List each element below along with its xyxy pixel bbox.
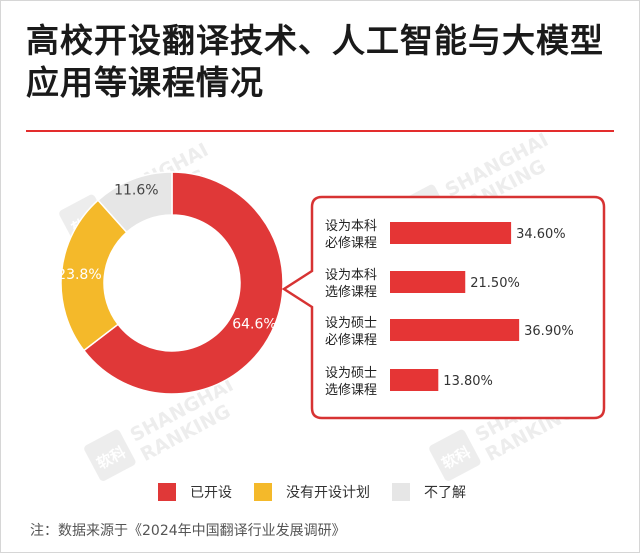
donut-label-no-plan: 23.8% [57, 267, 101, 283]
bar-2 [390, 271, 466, 293]
watermark-logo-box [429, 429, 481, 481]
legend: 已开设 没有开设计划 不了解 [158, 480, 488, 504]
bar-value-label-1: 34.60% [516, 227, 566, 242]
callout-outline [281, 195, 606, 420]
source-note: 注：数据来源于《2024年中国翻译行业发展调研》 [30, 523, 346, 539]
legend-label-unknown: 不了解 [424, 485, 466, 501]
donut-chart: 64.6% 23.8% 11.6% [57, 171, 284, 395]
bar-value-label-3: 36.90% [524, 324, 574, 339]
title-underline [26, 130, 614, 132]
bar-chart: 34.60%设为本科必修课程21.50%设为本科选修课程36.90%设为硕士必修… [325, 219, 574, 398]
bar-value-label-2: 21.50% [470, 276, 520, 291]
bar-value-label-4: 13.80% [443, 374, 493, 389]
bar-category-label-4-line1: 设为硕士 [325, 366, 377, 381]
bar-category-label-2-line1: 设为本科 [325, 268, 377, 283]
donut-label-opened: 64.6% [232, 317, 276, 333]
legend-swatch-opened [158, 483, 176, 501]
legend-label-opened: 已开设 [190, 485, 232, 501]
callout-box [281, 195, 606, 420]
legend-swatch-no-plan [254, 483, 272, 501]
bar-category-label-1-line2: 必修课程 [325, 236, 377, 251]
bar-4 [390, 369, 439, 391]
legend-label-no-plan: 没有开设计划 [286, 485, 370, 501]
chart-title: 高校开设翻译技术、人工智能与大模型应用等课程情况 [26, 21, 604, 102]
legend-item-opened: 已开设 [158, 482, 232, 502]
bar-category-label-3-line1: 设为硕士 [325, 316, 377, 331]
donut-slice-unknown [97, 171, 173, 234]
legend-swatch-unknown [392, 483, 410, 501]
bar-category-label-4-line2: 选修课程 [325, 383, 377, 398]
bar-category-label-3-line2: 必修课程 [325, 333, 377, 348]
bar-category-label-1-line1: 设为本科 [325, 219, 377, 234]
legend-item-no-plan: 没有开设计划 [254, 482, 370, 502]
bar-1 [390, 222, 512, 244]
donut-slice-opened [82, 171, 284, 395]
legend-item-unknown: 不了解 [392, 482, 466, 502]
bar-3 [390, 319, 520, 341]
watermark-logo-box [84, 429, 136, 481]
bar-category-label-2-line2: 选修课程 [325, 285, 377, 300]
donut-label-unknown: 11.6% [114, 183, 158, 199]
